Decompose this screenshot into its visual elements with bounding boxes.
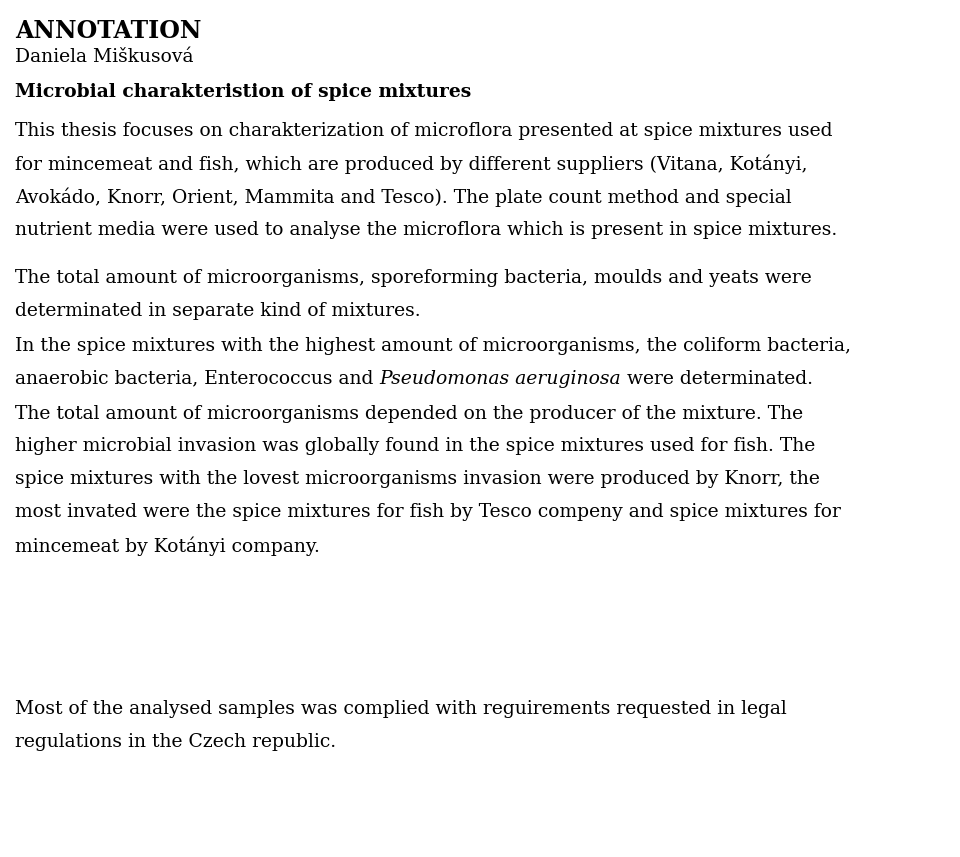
- Text: Most of the analysed samples was complied with reguirements requested in legal: Most of the analysed samples was complie…: [15, 700, 787, 718]
- Text: higher microbial invasion was globally found in the spice mixtures used for fish: higher microbial invasion was globally f…: [15, 437, 816, 456]
- Text: for mincemeat and fish, which are produced by different suppliers (Vitana, Kotán: for mincemeat and fish, which are produc…: [15, 154, 808, 174]
- Text: ANNOTATION: ANNOTATION: [15, 19, 202, 43]
- Text: mincemeat by Kotányi company.: mincemeat by Kotányi company.: [15, 536, 321, 556]
- Text: most invated were the spice mixtures for fish by Tesco compeny and spice mixture: most invated were the spice mixtures for…: [15, 503, 841, 522]
- Text: spice mixtures with the lovest microorganisms invasion were produced by Knorr, t: spice mixtures with the lovest microorga…: [15, 470, 820, 488]
- Text: determinated in separate kind of mixtures.: determinated in separate kind of mixture…: [15, 303, 421, 321]
- Text: anaerobic bacteria, Enterococcus and: anaerobic bacteria, Enterococcus and: [15, 370, 380, 388]
- Text: The total amount of microorganisms, sporeforming bacteria, moulds and yeats were: The total amount of microorganisms, spor…: [15, 269, 812, 287]
- Text: were determinated.: were determinated.: [621, 370, 813, 388]
- Text: Microbial charakteristion of spice mixtures: Microbial charakteristion of spice mixtu…: [15, 83, 471, 101]
- Text: Pseudomonas aeruginosa: Pseudomonas aeruginosa: [380, 370, 621, 388]
- Text: The total amount of microorganisms depended on the producer of the mixture. The: The total amount of microorganisms depen…: [15, 405, 804, 423]
- Text: Avokádo, Knorr, Orient, Mammita and Tesco). The plate count method and special: Avokádo, Knorr, Orient, Mammita and Tesc…: [15, 188, 792, 207]
- Text: nutrient media were used to analyse the microflora which is present in spice mix: nutrient media were used to analyse the …: [15, 221, 838, 239]
- Text: This thesis focuses on charakterization of microflora presented at spice mixture: This thesis focuses on charakterization …: [15, 122, 833, 140]
- Text: Daniela Miškusová: Daniela Miškusová: [15, 48, 194, 66]
- Text: In the spice mixtures with the highest amount of microorganisms, the coliform ba: In the spice mixtures with the highest a…: [15, 337, 852, 355]
- Text: regulations in the Czech republic.: regulations in the Czech republic.: [15, 734, 337, 752]
